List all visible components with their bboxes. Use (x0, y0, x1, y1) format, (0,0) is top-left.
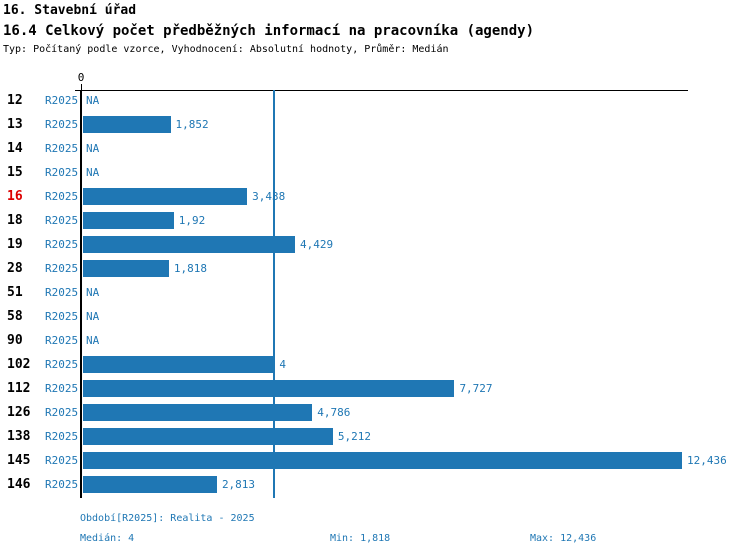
value-bar (83, 212, 174, 229)
min-summary: Min: 1,818 (330, 533, 391, 544)
report-section-title: 16. Stavební úřad (3, 3, 137, 18)
chart-row: 138 R2025 5,212 (0, 425, 750, 449)
row-period-label: R2025 (45, 166, 79, 179)
chart-row: 19 R2025 4,429 (0, 233, 750, 257)
row-category-label: 112 (7, 381, 31, 396)
row-category-label: 146 (7, 477, 31, 492)
row-category-label: 126 (7, 405, 31, 420)
chart-row: 90 R2025 NA (0, 329, 750, 353)
value-bar (83, 188, 248, 205)
na-value-label: NA (86, 166, 100, 179)
row-period-label: R2025 (45, 406, 79, 419)
na-value-label: NA (86, 310, 100, 323)
chart-title: 16.4 Celkový počet předběžných informací… (3, 23, 535, 39)
chart-row: 12 R2025 NA (0, 89, 750, 113)
median-reference-line (273, 90, 276, 498)
row-period-label: R2025 (45, 454, 79, 467)
row-period-label: R2025 (45, 358, 79, 371)
row-period-label: R2025 (45, 190, 79, 203)
row-period-label: R2025 (45, 214, 79, 227)
bar-value-label: 4,786 (317, 406, 351, 419)
value-bar (83, 356, 275, 373)
chart-row: 58 R2025 NA (0, 305, 750, 329)
y-axis-line (80, 90, 82, 498)
chart-subtitle: Typ: Počítaný podle vzorce, Vyhodnocení:… (3, 44, 449, 55)
row-period-label: R2025 (45, 262, 79, 275)
row-category-label: 18 (7, 213, 23, 228)
bar-value-label: 1,818 (173, 262, 207, 275)
row-category-label: 15 (7, 165, 23, 180)
row-period-label: R2025 (45, 430, 79, 443)
row-category-label: 13 (7, 117, 23, 132)
value-bar (83, 428, 333, 445)
value-bar (83, 380, 455, 397)
value-bar (83, 236, 296, 253)
chart-row: 14 R2025 NA (0, 137, 750, 161)
na-value-label: NA (86, 286, 100, 299)
value-bar (83, 404, 313, 421)
value-bar (83, 260, 169, 277)
row-category-label: 102 (7, 357, 31, 372)
row-period-label: R2025 (45, 334, 79, 347)
row-category-label: 16 (7, 189, 23, 204)
row-period-label: R2025 (45, 142, 79, 155)
chart-row: 146 R2025 2,813 (0, 473, 750, 497)
na-value-label: NA (86, 334, 100, 347)
value-bar (83, 452, 683, 469)
chart-row: 126 R2025 4,786 (0, 401, 750, 425)
chart-row: 112 R2025 7,727 (0, 377, 750, 401)
chart-row: 18 R2025 1,92 (0, 209, 750, 233)
chart-row: 102 R2025 4 (0, 353, 750, 377)
max-summary: Max: 12,436 (530, 533, 597, 544)
row-category-label: 12 (7, 93, 23, 108)
row-period-label: R2025 (45, 286, 79, 299)
chart-row: 28 R2025 1,818 (0, 257, 750, 281)
bar-value-label: 5,212 (337, 430, 372, 443)
bar-value-label: 3,438 (252, 190, 286, 203)
bar-value-label: 4,429 (300, 238, 334, 251)
value-bar (83, 116, 171, 133)
row-period-label: R2025 (45, 382, 79, 395)
chart-row: 15 R2025 NA (0, 161, 750, 185)
row-category-label: 90 (7, 333, 23, 348)
na-value-label: NA (86, 142, 100, 155)
chart-row: 13 R2025 1,852 (0, 113, 750, 137)
row-category-label: 28 (7, 261, 23, 276)
row-category-label: 145 (7, 453, 31, 468)
period-legend: Období[R2025]: Realita - 2025 (80, 513, 255, 524)
row-period-label: R2025 (45, 94, 79, 107)
median-summary: Medián: 4 (80, 533, 135, 544)
chart-row: 51 R2025 NA (0, 281, 750, 305)
x-axis-zero-tick (81, 84, 82, 90)
row-category-label: 19 (7, 237, 23, 252)
chart-row: 145 R2025 12,436 (0, 449, 750, 473)
na-value-label: NA (86, 94, 100, 107)
bar-value-label: 7,727 (459, 382, 493, 395)
bar-value-label: 1,852 (175, 118, 209, 131)
row-period-label: R2025 (45, 310, 79, 323)
x-axis-line (75, 90, 688, 91)
bar-value-label: 2,813 (221, 478, 256, 491)
row-category-label: 58 (7, 309, 23, 324)
row-period-label: R2025 (45, 478, 79, 491)
row-category-label: 51 (7, 285, 23, 300)
chart-row: 16 R2025 3,438 (0, 185, 750, 209)
row-period-label: R2025 (45, 118, 79, 131)
row-period-label: R2025 (45, 238, 79, 251)
bar-value-label: 4 (279, 358, 286, 371)
row-category-label: 138 (7, 429, 31, 444)
x-axis-zero-tick-label: 0 (77, 71, 85, 84)
bar-value-label: 1,92 (178, 214, 206, 227)
row-category-label: 14 (7, 141, 23, 156)
value-bar (83, 476, 217, 493)
bar-value-label: 12,436 (687, 454, 727, 467)
